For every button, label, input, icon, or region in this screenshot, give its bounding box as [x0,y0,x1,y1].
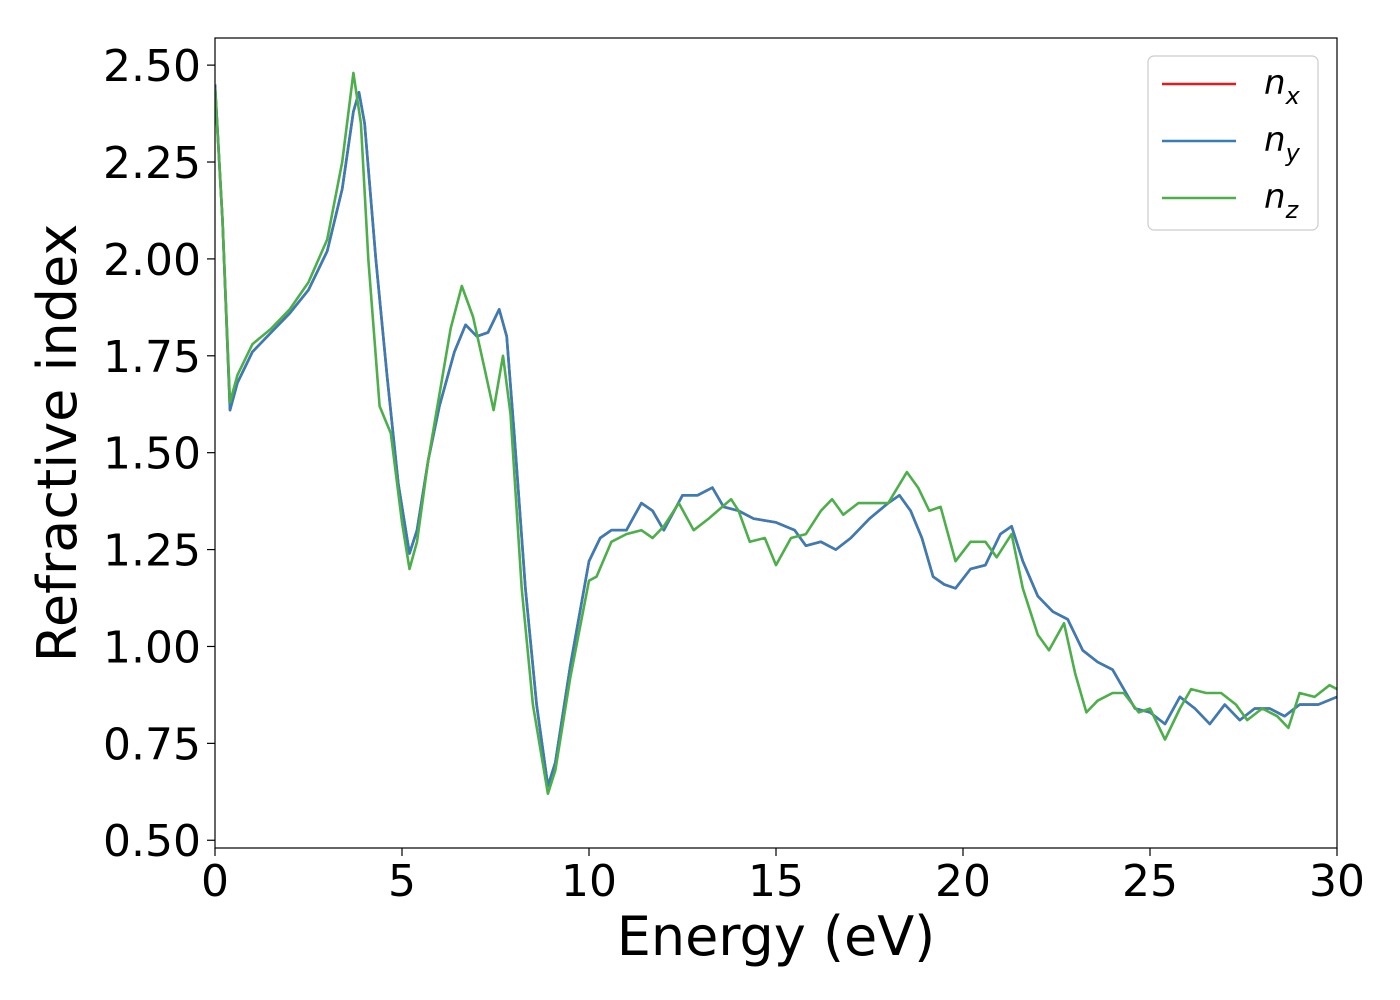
x-tick-label: 25 [1122,856,1178,907]
legend-label-x: nx [1264,63,1301,110]
series-line-z [215,71,1337,796]
legend-label-subscript: x [1285,82,1301,110]
legend-label-subscript: y [1285,139,1301,167]
y-tick-label: 2.50 [103,41,201,92]
x-tick-label: 5 [388,856,416,907]
legend-label-z: nz [1264,177,1300,224]
y-axis: 0.50 0.75 1.00 1.25 1.50 1.75 2.00 2.25 2.50 [103,41,215,867]
y-tick-label: 2.25 [103,138,201,189]
x-axis: 0 5 10 15 20 25 30 [201,848,1365,907]
x-tick-label: 10 [561,856,617,907]
x-axis-title: Energy (eV) [617,905,936,968]
y-axis-title: Refractive index [26,224,89,663]
legend-label-y: ny [1264,120,1301,167]
legend-label-main: n [1264,63,1286,103]
y-tick-label: 0.50 [103,816,201,867]
y-tick-label: 1.25 [103,526,201,577]
legend-label-subscript: z [1285,196,1300,224]
y-tick-label: 0.75 [103,719,201,770]
legend-label-main: n [1264,120,1286,160]
y-tick-label: 1.00 [103,622,201,673]
x-tick-label: 15 [748,856,804,907]
y-tick-label: 1.75 [103,332,201,383]
y-tick-label: 1.50 [103,429,201,480]
x-tick-label: 30 [1309,856,1365,907]
legend-box [1147,55,1319,231]
x-tick-label: 20 [935,856,991,907]
y-tick-label: 2.00 [103,235,201,286]
legend-label-main: n [1264,177,1286,217]
x-tick-label: 0 [201,856,229,907]
series-layer [215,71,1337,796]
